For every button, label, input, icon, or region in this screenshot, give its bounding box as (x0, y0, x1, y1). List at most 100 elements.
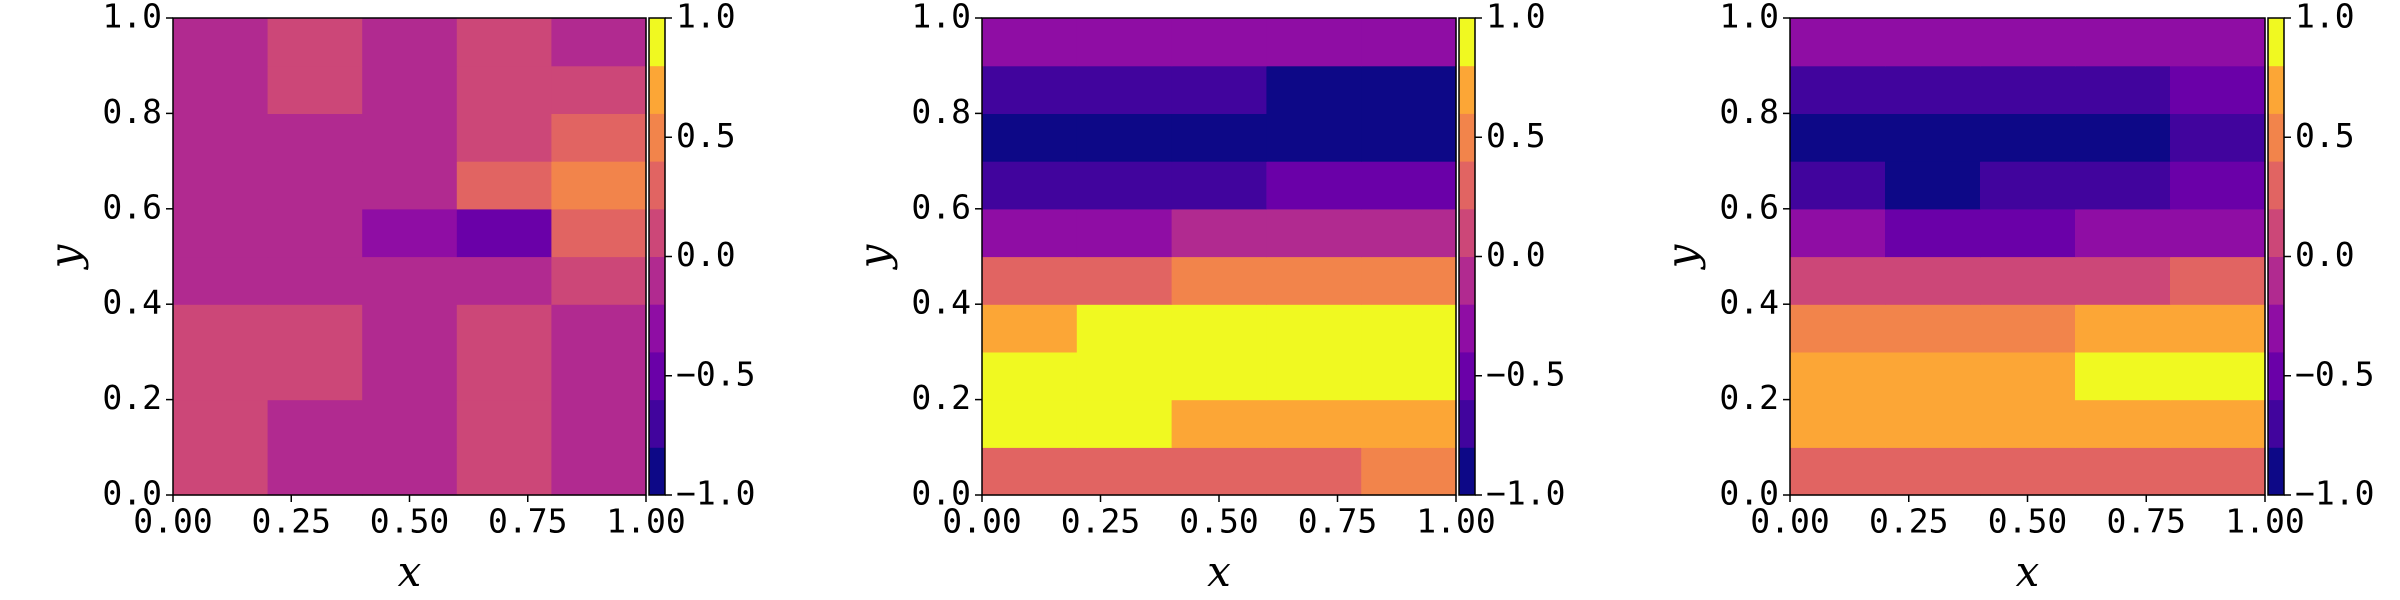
contour-cell (1790, 399, 1886, 448)
contour-cell (2075, 18, 2171, 67)
contour-cell (2075, 447, 2171, 496)
y-tick-label: 0.2 (911, 378, 971, 417)
colorbar-band (649, 161, 665, 210)
contour-cell (2075, 351, 2171, 401)
contour-cell (1885, 65, 1981, 114)
contour-cell (173, 447, 269, 496)
contour-cell (1361, 113, 1457, 162)
contour-cell (1361, 208, 1457, 258)
contour-cell (173, 18, 269, 67)
contour-cell (1980, 208, 2076, 258)
contour-cell (1266, 65, 1362, 114)
colorbar-band (1459, 304, 1475, 353)
y-axis-label: y (849, 243, 898, 270)
x-tick-label: 1.00 (1416, 502, 1495, 541)
contour-cell (1885, 304, 1981, 353)
contour-cell (1171, 208, 1267, 258)
colorbar-band (649, 208, 665, 257)
contour-cell (1266, 399, 1362, 448)
colorbar-band (649, 65, 665, 114)
contour-cell (1980, 447, 2076, 496)
contour-cell (267, 447, 363, 496)
contour-cell (2170, 113, 2266, 162)
contour-cell (982, 161, 1078, 210)
contour-cell (1266, 447, 1362, 496)
contour-cell (1790, 113, 1886, 162)
contour-cell (1980, 161, 2076, 210)
contour-cell (2170, 65, 2266, 114)
contour-cell (1980, 304, 2076, 353)
contour-cell (1076, 399, 1173, 448)
contour-cell (1980, 351, 2076, 401)
x-axis-label: x (1207, 547, 1231, 596)
contour-cell (1361, 399, 1457, 448)
contour-cell (551, 113, 647, 162)
contour-cell (1076, 447, 1173, 496)
colorbar-band (2268, 256, 2284, 305)
colorbar-tick-label: 0.5 (2295, 116, 2355, 155)
x-tick-label: 0.50 (1179, 502, 1258, 541)
contour-cell (1980, 18, 2076, 67)
colorbar-tick-label: 1.0 (676, 0, 736, 36)
contour-cell (1076, 304, 1173, 353)
contour-cell (982, 113, 1078, 162)
contour-cell (2075, 161, 2171, 210)
contour-cell (1171, 18, 1267, 67)
contour-cell (267, 256, 363, 305)
contour-cell (1885, 113, 1981, 162)
x-tick-label: 0.25 (252, 502, 331, 541)
colorbar-tick-label: 1.0 (1486, 0, 1546, 36)
y-tick-label: 0.0 (102, 474, 162, 513)
contour-cell (456, 304, 552, 353)
contour-cell (456, 256, 552, 305)
x-tick-label: 0.25 (1869, 502, 1948, 541)
contour-cell (362, 351, 458, 401)
x-tick-label: 0.00 (942, 502, 1021, 541)
contour-cell (2170, 447, 2266, 496)
contour-cell (1885, 161, 1981, 210)
contour-cell (173, 113, 269, 162)
contour-cell (1171, 161, 1267, 210)
colorbar-band (2268, 18, 2284, 67)
y-tick-label: 0.2 (102, 378, 162, 417)
contour-cell (1076, 113, 1173, 162)
contour-cell (982, 65, 1078, 114)
contour-cell (1790, 304, 1886, 353)
x-tick-label: 0.50 (370, 502, 449, 541)
contour-cell (1076, 18, 1173, 67)
y-tick-label: 1.0 (1719, 0, 1779, 36)
contour-cell (1266, 161, 1362, 210)
contour-cell (1266, 208, 1362, 258)
contour-cell (551, 351, 647, 401)
contour-cell (173, 256, 269, 305)
contour-cell (1790, 161, 1886, 210)
y-tick-label: 0.2 (1719, 378, 1779, 417)
colorbar-band (649, 351, 665, 401)
colorbar-tick-label: −0.5 (2295, 354, 2374, 393)
colorbar-tick-label: 1.0 (2295, 0, 2355, 36)
contour-cell (362, 256, 458, 305)
y-tick-label: 0.4 (102, 283, 162, 322)
colorbar-band (1459, 65, 1475, 114)
y-axis-label: y (1657, 243, 1706, 270)
x-tick-label: 0.75 (2107, 502, 2186, 541)
contour-cell (1790, 65, 1886, 114)
contour-cell (1885, 208, 1981, 258)
contour-cell (2170, 18, 2266, 67)
contour-cell (362, 304, 458, 353)
colorbar-tick-label: 0.0 (1486, 235, 1546, 274)
contour-cell (362, 208, 458, 258)
colorbar-band (1459, 161, 1475, 210)
contour-cell (1171, 256, 1267, 305)
contour-cell (2075, 113, 2171, 162)
contour-cell (1980, 256, 2076, 305)
x-tick-label: 0.25 (1061, 502, 1140, 541)
contour-cell (1171, 304, 1267, 353)
contour-cell (267, 208, 363, 258)
contour-cell (2170, 208, 2266, 258)
contour-cell (551, 18, 647, 67)
y-tick-label: 0.0 (1719, 474, 1779, 513)
contour-cell (1171, 113, 1267, 162)
colorbar-band (2268, 399, 2284, 448)
